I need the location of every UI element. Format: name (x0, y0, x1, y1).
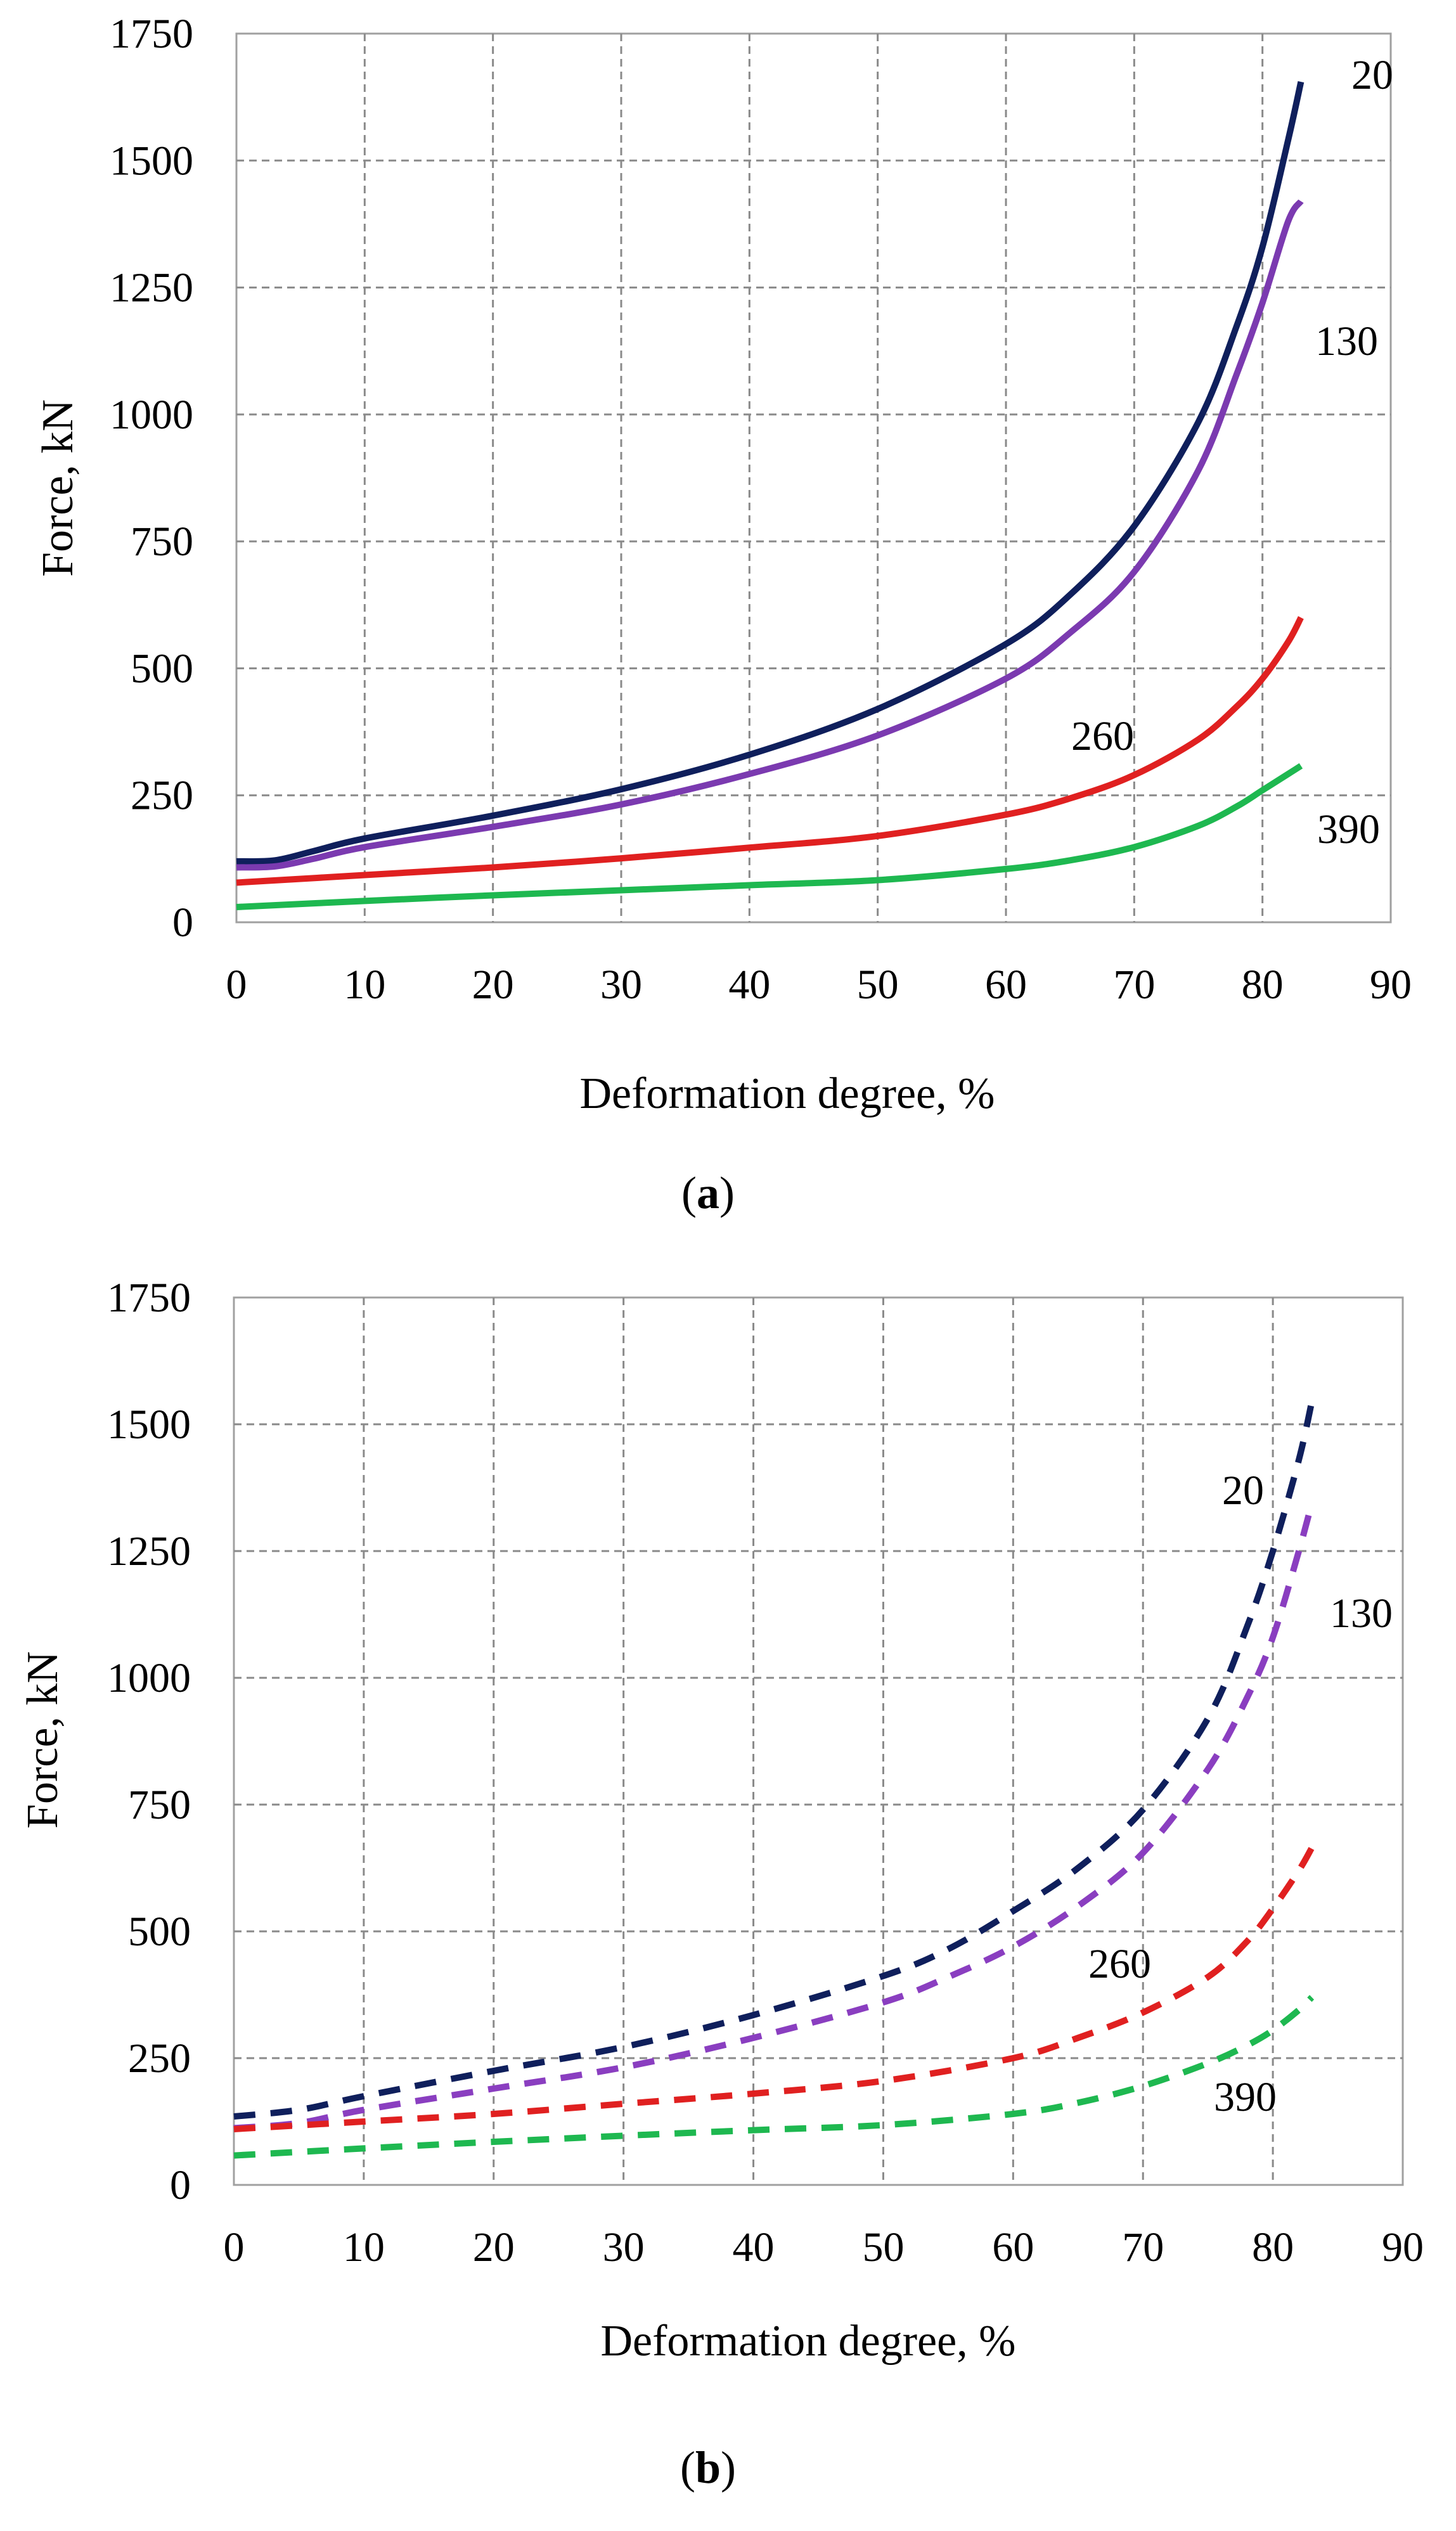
panel-a-x-tick-label: 40 (728, 962, 770, 1008)
panel-a-x-axis-title: Deformation degree, % (580, 1069, 995, 1118)
panel-b-x-axis-title: Deformation degree, % (601, 2317, 1016, 2366)
panel-a-y-tick-label: 500 (131, 645, 193, 692)
panel-a-x-tick-label: 20 (472, 962, 514, 1008)
panel-a-x-tick-label: 30 (600, 962, 642, 1008)
panel-a-x-tick-label: 60 (985, 962, 1027, 1008)
panel-b-x-tick-label: 0 (224, 2224, 245, 2270)
panel-a-series-390-label: 390 (1317, 806, 1380, 853)
panel-b-x-tick-label: 30 (603, 2224, 645, 2270)
panel-b-y-tick-label: 1500 (107, 1401, 191, 1448)
panel-a-x-tick-label: 70 (1113, 962, 1155, 1008)
panel-b-series-260-line (233, 1846, 1315, 2132)
panel-b-caption: (b) (680, 2442, 736, 2493)
panel-b-series-390-label: 390 (1214, 2074, 1277, 2120)
panel-b-series-260-label: 260 (1088, 1941, 1151, 1987)
panel-a-y-ticks: 0 250 500 750 1000 1250 1500 1750 (110, 11, 193, 946)
panel-b-y-tick-label: 500 (128, 1909, 191, 1955)
panel-a-caption: (a) (681, 1168, 735, 1218)
panel-a-y-tick-label: 1500 (110, 138, 193, 184)
panel-a-y-axis-title: Force, kN (34, 399, 82, 577)
panel-b-y-tick-label: 1000 (107, 1655, 191, 1701)
panel-a-y-tick-label: 750 (131, 518, 193, 565)
panel-a-y-tick-label: 1250 (110, 265, 193, 311)
panel-a-series-260-label: 260 (1071, 713, 1134, 759)
panel-a-series-labels: 20 130 260 390 (1071, 52, 1393, 853)
panel-b-series-130-line (233, 1502, 1315, 2132)
panel-a-x-tick-label: 50 (857, 962, 899, 1008)
panel-b-y-tick-label: 0 (170, 2162, 191, 2208)
panel-b-series (233, 1400, 1315, 2159)
panel-b-plot-frame (233, 1296, 1404, 2186)
panel-b-caption-letter: b (695, 2442, 721, 2493)
panel-a-y-tick-label: 1750 (110, 11, 193, 57)
panel-a-series-390-line (236, 763, 1303, 910)
panel-b-x-tick-label: 80 (1252, 2224, 1294, 2270)
panel-b-x-tick-label: 60 (992, 2224, 1034, 2270)
panel-b-x-tick-label: 90 (1382, 2224, 1424, 2270)
panel-b-series-labels: 20 130 260 390 (1088, 1467, 1393, 2120)
panel-b-x-tick-label: 50 (862, 2224, 904, 2270)
panel-a-series-260-line (236, 615, 1304, 886)
panel-b-series-20-label: 20 (1222, 1467, 1264, 1514)
panel-a-series (236, 81, 1305, 910)
panel-a-x-tick-label: 80 (1242, 962, 1284, 1008)
panel-b-x-ticks: 0 10 20 30 40 50 60 70 80 90 (224, 2224, 1424, 2270)
panel-a-x-tick-label: 90 (1370, 962, 1412, 1008)
panel-b-series-20-line (233, 1400, 1315, 2120)
panel-b-y-ticks: 0 250 500 750 1000 1250 1500 1750 (107, 1275, 191, 2208)
panel-a-grid (235, 32, 1392, 924)
panel-a-x-tick-label: 10 (344, 962, 385, 1008)
panel-b-series-390-line (233, 1995, 1315, 2159)
panel-b-x-tick-label: 10 (343, 2224, 385, 2270)
panel-a-y-tick-label: 0 (172, 899, 193, 946)
panel-b-chart: 0 10 20 30 40 50 60 70 80 90 0 250 500 750 1000 1250 15… (18, 1275, 1424, 2493)
panel-b-grid (233, 1296, 1404, 2186)
panel-a-y-tick-label: 1000 (110, 392, 193, 438)
panel-a-plot-frame (235, 32, 1392, 924)
panel-b-x-tick-label: 70 (1122, 2224, 1164, 2270)
panel-b-y-tick-label: 1250 (107, 1528, 191, 1575)
panel-a-series-130-line (236, 199, 1304, 871)
panel-b-y-axis-title: Force, kN (18, 1651, 67, 1829)
panel-a-series-20-line (236, 81, 1305, 865)
panel-a-x-ticks: 0 10 20 30 40 50 60 70 80 90 (226, 962, 1412, 1008)
panel-a-caption-letter: a (697, 1168, 719, 1218)
panel-a-chart: 0 10 20 30 40 50 60 70 80 90 0 250 500 750 1000 1250 15… (34, 11, 1412, 1218)
panel-a-y-tick-label: 250 (131, 773, 193, 819)
panel-b-x-tick-label: 40 (733, 2224, 775, 2270)
panel-b-x-tick-label: 20 (473, 2224, 515, 2270)
panel-a-x-tick-label: 0 (226, 962, 247, 1008)
panel-b-y-tick-label: 750 (128, 1782, 191, 1828)
panel-b-y-tick-label: 1750 (107, 1275, 191, 1321)
panel-b-series-130-label: 130 (1330, 1590, 1393, 1637)
panel-b-y-tick-label: 250 (128, 2035, 191, 2082)
panel-a-series-130-label: 130 (1315, 318, 1378, 364)
panel-a-series-20-label: 20 (1351, 52, 1393, 98)
